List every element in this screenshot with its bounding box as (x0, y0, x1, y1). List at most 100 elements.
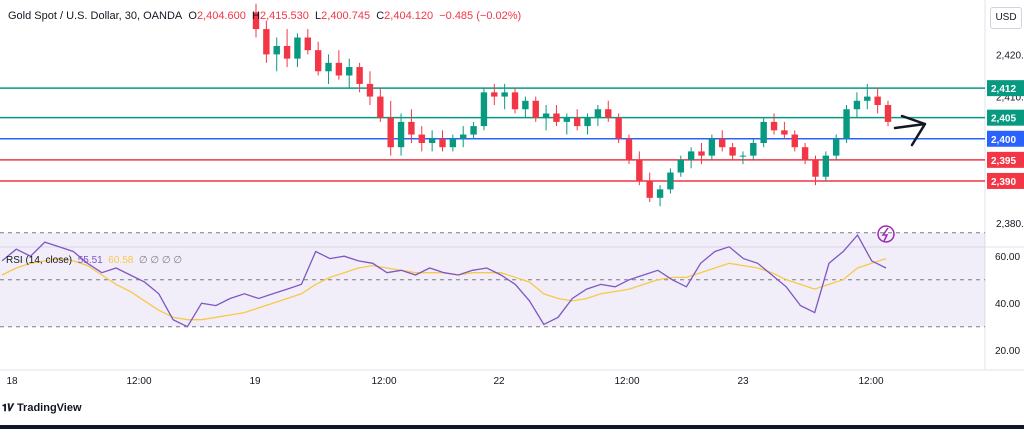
time-tick-label: 12:00 (858, 376, 883, 387)
candle-body (667, 172, 674, 190)
candle-body (812, 159, 819, 177)
candle-body (822, 155, 830, 177)
candle-body (491, 92, 498, 97)
candle-body (356, 67, 363, 84)
candle-body (449, 138, 457, 148)
rsi-label[interactable]: RSI (14, close) (6, 255, 73, 266)
rsi-line (1, 233, 887, 328)
candle-body (480, 92, 488, 127)
candle-body (325, 62, 332, 72)
candle-body (864, 96, 871, 101)
candle-body (387, 117, 394, 148)
time-tick-label: 19 (249, 376, 261, 387)
candle-body (791, 134, 798, 148)
candle-body (501, 92, 508, 97)
high-key: H (252, 10, 260, 22)
rsi-tick-label: 20.00 (995, 346, 1020, 357)
candle-body (470, 126, 477, 135)
arrow-annotation-icon (893, 114, 927, 147)
candle-body (252, 12, 260, 30)
level-price-tag (987, 130, 1024, 147)
candle-body (625, 138, 633, 160)
rsi-background-band (0, 232, 985, 327)
level-price-tag (987, 80, 1024, 97)
time-tick-label: 22 (493, 376, 505, 387)
candle-body (874, 96, 881, 106)
bottom-bar (0, 425, 1024, 429)
candle-body (843, 109, 850, 139)
candle-body (770, 121, 778, 131)
tradingview-logo-icon: 𝟏𝑽 (2, 403, 14, 414)
time-tick-label: 12:00 (126, 376, 151, 387)
low-value: 2,400.745 (321, 10, 371, 22)
level-price-tag (987, 172, 1024, 189)
time-tick-label: 18 (6, 376, 18, 387)
candle-body (750, 142, 757, 156)
candle-body (853, 100, 861, 110)
candle-body (553, 113, 560, 122)
candle-body (677, 159, 684, 173)
time-tick-label: 12:00 (614, 376, 639, 387)
tradingview-label: TradingView (16, 402, 82, 414)
candle-body (708, 138, 716, 156)
candle-body (698, 151, 705, 156)
candle-body (273, 45, 280, 55)
replay-lightning-icon[interactable] (877, 225, 895, 243)
candle-body (314, 50, 322, 72)
symbol-title[interactable]: Gold Spot / U.S. Dollar, 30, OANDA (8, 10, 183, 22)
candle-body (428, 138, 436, 143)
candle-body (511, 92, 519, 110)
candle-body (335, 62, 343, 76)
high-value: 2,415.530 (259, 10, 309, 22)
rsi-tick-label: 60.00 (995, 252, 1020, 263)
level-price-label: 2,390 (991, 177, 1016, 188)
candle-body (522, 100, 529, 110)
candle-body (532, 100, 539, 118)
open-key: O (188, 10, 197, 22)
candle-body (646, 180, 653, 198)
candle-body (760, 121, 767, 143)
rsi-ma-value: 60.58 (108, 255, 134, 266)
candle-body (687, 151, 695, 160)
close-key: C (376, 10, 385, 22)
candle-body (304, 37, 312, 51)
symbol-legend: Gold Spot / U.S. Dollar, 30, OANDA O2,40… (8, 10, 521, 22)
candle-body (636, 159, 643, 181)
candle-body (584, 117, 591, 127)
candle-body (542, 113, 550, 118)
candle-body (366, 83, 374, 97)
candle-body (439, 138, 446, 148)
level-price-label: 2,400 (991, 135, 1016, 146)
level-price-tag (987, 109, 1024, 126)
candle-body (573, 117, 581, 127)
candle-body (346, 67, 353, 76)
level-price-label: 2,405 (991, 114, 1016, 125)
time-tick-label: 12:00 (371, 376, 396, 387)
candle-body (594, 109, 602, 118)
candle-body (719, 138, 726, 148)
open-value: 2,404.600 (196, 10, 246, 22)
level-price-label: 2,412 (991, 84, 1016, 95)
candle-body (418, 134, 425, 143)
candle-body (656, 189, 664, 198)
price-tick-label: 2,420. (996, 50, 1024, 61)
candle-body (377, 96, 384, 118)
candle-body (739, 155, 747, 157)
candle-body (801, 147, 809, 160)
level-price-tag (987, 151, 1024, 168)
candle-body (615, 117, 622, 139)
rsi-extra-values: ∅ ∅ ∅ ∅ (138, 255, 183, 266)
rsi-value: 55.51 (77, 255, 103, 266)
lightning-glyph (881, 227, 889, 242)
level-price-label: 2,395 (991, 156, 1016, 167)
currency-button[interactable]: USD (990, 7, 1022, 29)
tradingview-brand[interactable]: 𝟏𝑽 TradingView (2, 402, 82, 414)
candle-body (729, 147, 736, 156)
candle-body (263, 29, 270, 55)
candle-body (884, 105, 892, 122)
candle-body (283, 45, 291, 59)
candle-body (563, 117, 571, 122)
candle-body (781, 130, 788, 135)
